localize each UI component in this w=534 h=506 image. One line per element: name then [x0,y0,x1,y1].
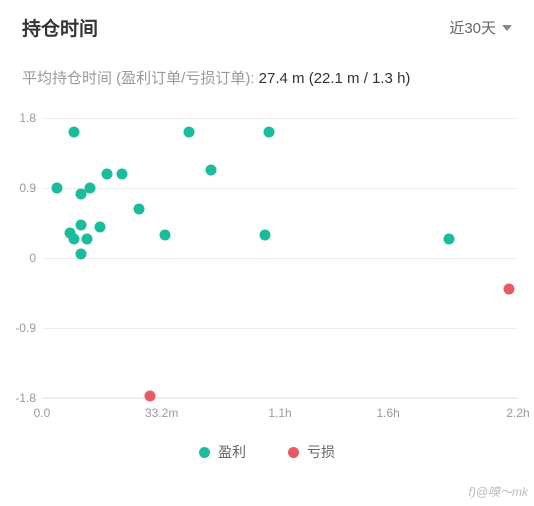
point-profit [84,183,95,194]
legend-dot-profit-icon [199,447,210,458]
point-profit [443,233,454,244]
y-tick-label: -1.8 [15,391,36,405]
period-selector[interactable]: 近30天 [449,17,512,38]
legend-item-profit: 盈利 [199,442,246,462]
header: 持仓时间 近30天 [0,0,534,49]
point-profit [134,204,145,215]
y-tick-label: -0.9 [15,321,36,335]
point-profit [52,183,63,194]
point-profit [101,169,112,180]
point-loss [504,284,515,295]
y-axis: 1.80.90-0.9-1.8 [12,118,40,398]
point-profit [95,221,106,232]
point-profit [205,165,216,176]
avg-holding-time-row: 平均持仓时间 (盈利订单/亏损订单): 27.4 m (22.1 m / 1.3… [0,49,534,96]
plot-area: 0.033.2m1.1h1.6h2.2h [42,118,518,398]
point-profit [75,249,86,260]
point-profit [184,127,195,138]
gridline [42,188,518,189]
gridline [42,118,518,119]
period-label: 近30天 [449,17,496,38]
avg-value: 27.4 m (22.1 m / 1.3 h) [259,70,411,87]
x-tick-label: 1.6h [376,406,399,420]
y-tick-label: 0 [29,251,36,265]
gridline [42,258,518,259]
x-tick-label: 2.2h [506,406,529,420]
y-tick-label: 1.8 [19,111,36,125]
legend: 盈利 亏损 [0,442,534,462]
x-tick-label: 1.1h [268,406,291,420]
point-profit [160,229,171,240]
point-profit [259,229,270,240]
avg-label: 平均持仓时间 (盈利订单/亏损订单): [22,70,259,87]
point-profit [117,169,128,180]
x-tick-label: 0.0 [34,406,51,420]
legend-label-loss: 亏损 [307,442,335,462]
chevron-down-icon [502,25,512,31]
gridline [42,328,518,329]
point-profit [69,233,80,244]
point-loss [145,390,156,401]
legend-dot-loss-icon [288,447,299,458]
point-profit [82,233,93,244]
point-profit [69,127,80,138]
x-tick-label: 33.2m [145,406,178,420]
y-tick-label: 0.9 [19,181,36,195]
gridline [42,398,518,399]
page-title: 持仓时间 [22,14,98,41]
point-profit [75,220,86,231]
legend-label-profit: 盈利 [218,442,246,462]
point-profit [264,127,275,138]
holding-time-scatter-chart: 1.80.90-0.9-1.8 0.033.2m1.1h1.6h2.2h [12,118,522,428]
watermark: f)@嗅～mk [468,483,528,500]
legend-item-loss: 亏损 [288,442,335,462]
